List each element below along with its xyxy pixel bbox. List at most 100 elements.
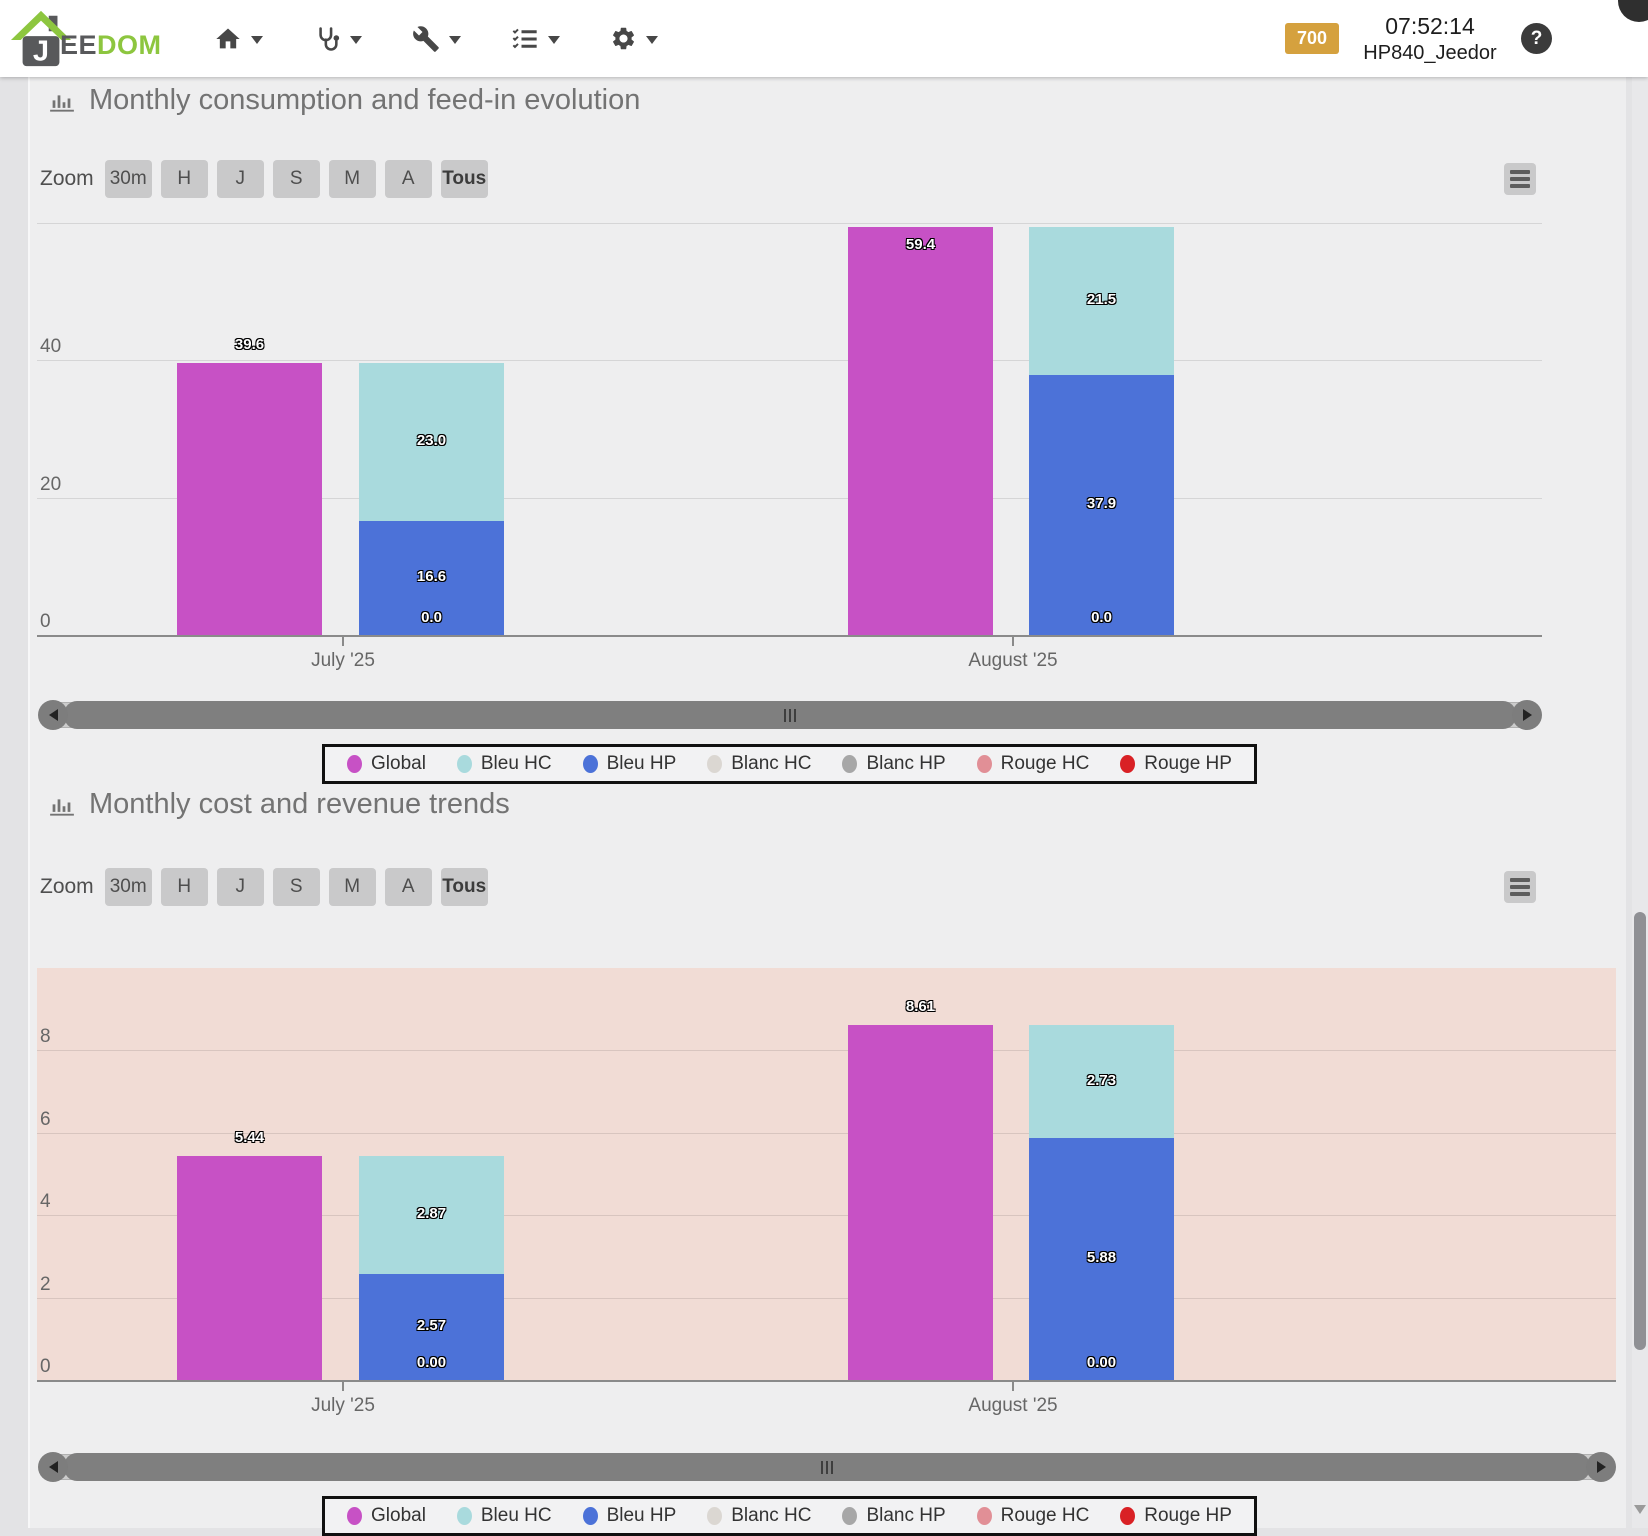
bar-bleu-hp[interactable] [1029, 1137, 1174, 1380]
legend-dot-icon [582, 755, 598, 773]
zoom-controls: Zoom 30m H J S M A Tous [40, 868, 488, 906]
gridline [37, 222, 1542, 224]
legend-item-label: Bleu HC [480, 753, 552, 774]
x-axis: July '25 August '25 [37, 635, 1626, 695]
zoom-button-h[interactable]: H [160, 160, 208, 198]
bar-bleu-hc[interactable] [359, 362, 504, 521]
plot-area: 0 2 4 6 8 5.44 2.57 2.87 0.00 8.61 5.88 2.73 0.00 [37, 968, 1616, 1382]
zoom-button-j[interactable]: J [216, 868, 264, 906]
bar-bleu-hc[interactable] [1029, 1025, 1174, 1138]
zoom-button-m[interactable]: M [328, 868, 376, 906]
zoom-button-j[interactable]: J [216, 160, 264, 198]
chart-navigator [38, 700, 1542, 730]
bar-bleu-hp[interactable] [359, 520, 504, 635]
navigator-right-arrow[interactable] [1586, 1452, 1616, 1482]
zoom-button-s[interactable]: S [272, 160, 320, 198]
legend-dot-icon [1120, 755, 1136, 773]
left-arrow-icon [43, 1461, 58, 1473]
bar-value-label: 5.44 [234, 1128, 265, 1146]
legend-item-rouge-hc[interactable]: Rouge HC [976, 753, 1090, 775]
zoom-button-m[interactable]: M [328, 160, 376, 198]
legend-item-blanc-hc[interactable]: Blanc HC [707, 1505, 811, 1527]
zoom-button-a[interactable]: A [384, 160, 432, 198]
legend-item-bleu-hc[interactable]: Bleu HC [456, 753, 552, 775]
scrollbar-down-arrow-icon[interactable] [1634, 1505, 1646, 1520]
legend-item-bleu-hp[interactable]: Bleu HP [582, 753, 677, 775]
y-axis-label: 8 [40, 1026, 51, 1048]
zoom-button-s[interactable]: S [272, 868, 320, 906]
y-axis-label: 6 [40, 1108, 51, 1130]
legend-item-blanc-hc[interactable]: Blanc HC [707, 753, 811, 775]
jeedom-logo[interactable]: J EEDOM [10, 9, 162, 69]
nav-settings-menu[interactable] [610, 25, 658, 52]
navigator-left-arrow[interactable] [38, 1452, 68, 1482]
bar-value-label: 8.61 [905, 998, 936, 1016]
x-axis-label: July '25 [311, 650, 375, 671]
page-scrollbar[interactable] [1632, 77, 1648, 1528]
legend-dot-icon [347, 755, 362, 773]
legend-item-label: Bleu HP [606, 753, 677, 774]
legend-item-label: Blanc HC [731, 1505, 812, 1526]
navigator-grip-icon [831, 1460, 833, 1474]
jeedom-logo-text: EEDOM [60, 29, 162, 60]
bar-bleu-hp[interactable] [1029, 374, 1174, 635]
bar-global[interactable] [848, 1025, 993, 1380]
legend-item-rouge-hc[interactable]: Rouge HC [976, 1505, 1089, 1527]
scrollbar-thumb[interactable] [1634, 912, 1646, 1350]
legend-item-bleu-hp[interactable]: Bleu HP [582, 1505, 676, 1527]
x-axis-label: August '25 [968, 650, 1058, 671]
legend-item-blanc-hp[interactable]: Blanc HP [842, 753, 946, 775]
zoom-button-30m[interactable]: 30m [104, 868, 152, 906]
chart-title: Monthly consumption and feed-in evolutio… [89, 84, 641, 116]
bar-global[interactable] [177, 362, 322, 635]
checklist-icon [511, 25, 539, 53]
navigator-thumb[interactable] [64, 701, 1516, 729]
legend-item-blanc-hp[interactable]: Blanc HP [842, 1505, 946, 1527]
zoom-button-30m[interactable]: 30m [104, 160, 152, 198]
app-header: J EEDOM [0, 0, 1648, 77]
chart-legend: Global Bleu HC Bleu HP Blanc HC Blanc HP Roug… [322, 744, 1257, 784]
nav-tasks-menu[interactable] [511, 25, 560, 53]
y-axis-label: 2 [40, 1273, 51, 1295]
nav-home-menu[interactable] [214, 25, 263, 53]
legend-item-global[interactable]: Global [347, 1505, 426, 1527]
x-axis-label: August '25 [968, 1395, 1058, 1416]
navigator-right-arrow[interactable] [1512, 700, 1542, 730]
legend-item-label: Blanc HP [866, 1505, 946, 1526]
nav-health-menu[interactable] [313, 25, 362, 53]
help-button[interactable]: ? [1521, 23, 1552, 54]
bar-bleu-hc[interactable] [1029, 226, 1174, 375]
legend-item-label: Bleu HC [480, 1505, 552, 1526]
bar-bleu-hc[interactable] [359, 1155, 504, 1275]
legend-item-label: Rouge HP [1144, 1505, 1232, 1526]
clock: 07:52:14 [1385, 12, 1475, 39]
legend-dot-icon [1120, 1507, 1136, 1525]
legend-dot-icon [456, 1507, 472, 1525]
nav-tools-menu[interactable] [412, 25, 461, 53]
navigator-left-arrow[interactable] [38, 700, 68, 730]
hamburger-icon [1510, 170, 1530, 174]
chart-context-menu-button[interactable] [1504, 871, 1536, 903]
zoom-button-tous[interactable]: Tous [440, 160, 488, 198]
legend-item-label: Global [371, 1505, 426, 1526]
legend-item-global[interactable]: Global [347, 753, 426, 775]
bar-global[interactable] [177, 1155, 322, 1380]
zoom-button-h[interactable]: H [160, 868, 208, 906]
x-axis-label: July '25 [311, 1395, 375, 1416]
bar-global[interactable] [848, 226, 993, 635]
zoom-controls: Zoom 30m H J S M A Tous [40, 160, 488, 198]
zoom-button-tous[interactable]: Tous [440, 868, 488, 906]
navigator-thumb[interactable] [64, 1453, 1590, 1481]
legend-dot-icon [707, 1507, 723, 1525]
legend-item-rouge-hp[interactable]: Rouge HP [1120, 753, 1232, 775]
notification-badge[interactable]: 700 [1284, 23, 1339, 54]
x-axis-tick [1012, 1380, 1014, 1391]
legend-item-label: Rouge HC [1000, 753, 1090, 774]
chart-context-menu-button[interactable] [1504, 163, 1536, 195]
clock-block: 07:52:14 HP840_Jeedor [1359, 12, 1501, 66]
legend-item-label: Blanc HP [866, 753, 946, 774]
zoom-button-a[interactable]: A [384, 868, 432, 906]
bar-bleu-hp[interactable] [359, 1274, 504, 1380]
legend-item-bleu-hc[interactable]: Bleu HC [456, 1505, 552, 1527]
legend-item-rouge-hp[interactable]: Rouge HP [1120, 1505, 1232, 1527]
